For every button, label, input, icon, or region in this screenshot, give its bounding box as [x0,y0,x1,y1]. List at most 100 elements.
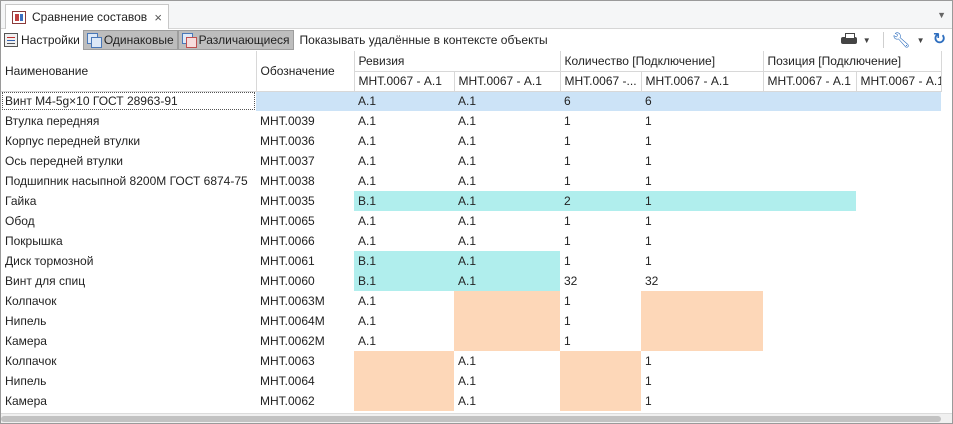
table-row[interactable]: Нипель МНТ.0064М А.1 1 [1,311,941,331]
cell-name: Колпачок [5,354,57,368]
table-row[interactable]: Камера МНТ.0062 А.1 1 [1,391,941,411]
table-row[interactable]: Подшипник насыпной 8200М ГОСТ 6874-75 МНТ… [1,171,941,191]
cell-designation: МНТ.0063М [260,294,325,308]
cell-quantity-1: 1 [564,314,571,328]
cell-position-2 [856,371,941,391]
table-row[interactable]: Диск тормозной МНТ.0061 В.1 А.1 1 1 [1,251,941,271]
table-row[interactable]: Колпачок МНТ.0063 А.1 1 [1,351,941,371]
cell-name: Подшипник насыпной 8200М ГОСТ 6874-75 [5,174,248,188]
table-row[interactable]: Нипель МНТ.0064 А.1 1 [1,371,941,391]
cell-designation: МНТ.0036 [260,134,315,148]
header-quantity-group[interactable]: Количество [Подключение] [560,51,764,72]
cell-designation: МНТ.0060 [260,274,315,288]
diff-filter-icon [181,33,197,48]
cell-quantity-2: 1 [645,214,652,228]
table-row[interactable]: Винт М4-5g×10 ГОСТ 28963-91 А.1 А.1 6 6 [1,91,942,111]
cell-position-1 [763,211,856,231]
cell-revision-2: А.1 [458,394,477,408]
cell-position-1 [763,291,856,311]
cell-position-2 [856,251,941,271]
cell-revision-2: А.1 [458,114,477,128]
cell-position-2 [856,311,941,331]
cell-quantity-2: 1 [645,134,652,148]
cell-revision-1 [354,391,454,411]
wrench-dropdown-icon[interactable]: ▼ [916,35,925,45]
cell-position-1 [763,311,856,331]
cell-quantity-2 [641,311,764,331]
horizontal-scrollbar[interactable] [1,413,952,423]
cell-revision-2: А.1 [458,374,477,388]
table-row[interactable]: Ось передней втулки МНТ.0037 А.1 А.1 1 1 [1,151,941,171]
cell-quantity-1: 1 [564,254,571,268]
cell-quantity-2 [641,331,764,351]
cell-position-2 [856,391,941,411]
cell-name: Винт М4-5g×10 ГОСТ 28963-91 [1,91,256,111]
cell-designation: МНТ.0062М [260,334,325,348]
cell-position-2 [856,191,941,211]
cell-position-1 [763,231,856,251]
cell-quantity-2: 6 [641,91,764,111]
cell-position-1 [763,111,856,131]
close-icon[interactable]: × [154,9,162,25]
cell-revision-1: А.1 [354,91,454,111]
table-row[interactable]: Покрышка МНТ.0066 А.1 А.1 1 1 [1,231,941,251]
table-row[interactable]: Гайка МНТ.0035 В.1 А.1 2 1 [1,191,941,211]
same-filter-icon [86,33,102,48]
cell-position-1 [763,131,856,151]
cell-designation: МНТ.0064 [260,374,315,388]
cell-name: Камера [5,394,47,408]
cell-designation: МНТ.0062 [260,394,315,408]
header-revision-1[interactable]: МНТ.0067 - А.1 [354,71,455,92]
table-row[interactable]: Колпачок МНТ.0063М А.1 1 [1,291,941,311]
header-quantity-1[interactable]: МНТ.0067 -... [560,71,642,92]
cell-position-2 [856,91,942,111]
cell-designation: МНТ.0038 [260,174,315,188]
same-filter-button[interactable]: Одинаковые [82,30,178,50]
cell-quantity-1: 1 [564,234,571,248]
cell-name: Колпачок [5,294,57,308]
cell-position-1 [763,391,856,411]
cell-revision-2: А.1 [458,174,477,188]
table-row[interactable]: Корпус передней втулки МНТ.0036 А.1 А.1 1 1 [1,131,941,151]
header-position-1[interactable]: МНТ.0067 - А.1 [763,71,857,92]
cell-designation: МНТ.0064М [260,314,325,328]
cell-quantity-1 [560,371,641,391]
cell-designation [256,91,354,111]
header-designation[interactable]: Обозначение [256,51,355,92]
header-quantity-2[interactable]: МНТ.0067 - А.1 [641,71,764,92]
cell-name: Втулка передняя [5,114,100,128]
header-revision-group[interactable]: Ревизия [354,51,561,72]
scrollbar-thumb[interactable] [1,416,941,422]
show-deleted-toggle[interactable]: Показывать удалённые в контексте объекты [299,33,548,47]
cell-name: Камера [5,334,47,348]
cell-quantity-1: 2 [560,191,641,211]
table-row[interactable]: Винт для спиц МНТ.0060 В.1 А.1 32 32 [1,271,941,291]
cell-revision-2: А.1 [458,134,477,148]
comparison-grid: Наименование Обозначение Ревизия Количес… [1,51,952,423]
print-icon[interactable] [840,33,857,47]
table-row[interactable]: Втулка передняя МНТ.0039 А.1 А.1 1 1 [1,111,941,131]
cell-quantity-2: 32 [645,274,659,288]
print-dropdown-icon[interactable]: ▼ [862,35,871,45]
settings-button[interactable]: Настройки [1,30,83,50]
table-row[interactable]: Обод МНТ.0065 А.1 А.1 1 1 [1,211,941,231]
cell-revision-2: А.1 [454,251,560,271]
refresh-icon[interactable]: ↻ [932,31,946,48]
chevron-down-icon[interactable]: ▼ [937,10,946,20]
table-row[interactable]: Камера МНТ.0062М А.1 1 [1,331,941,351]
header-revision-2[interactable]: МНТ.0067 - А.1 [454,71,561,92]
cell-position-2 [856,151,941,171]
wrench-icon[interactable]: 🔧︎ [891,31,911,49]
tab-title: Сравнение составов [32,10,148,24]
cell-quantity-2: 1 [645,354,652,368]
diff-filter-button[interactable]: Различающиеся [177,30,294,50]
header-position-group[interactable]: Позиция [Подключение] [763,51,942,72]
cell-designation: МНТ.0066 [260,234,315,248]
cell-revision-2: А.1 [454,91,560,111]
header-name[interactable]: Наименование [1,51,257,92]
cell-revision-1: А.1 [358,334,377,348]
header-position-2[interactable]: МНТ.0067 - А.1 [856,71,942,92]
cell-quantity-1: 1 [564,114,571,128]
cell-quantity-1 [560,391,641,411]
tab-composition-compare[interactable]: Сравнение составов × [5,4,169,29]
